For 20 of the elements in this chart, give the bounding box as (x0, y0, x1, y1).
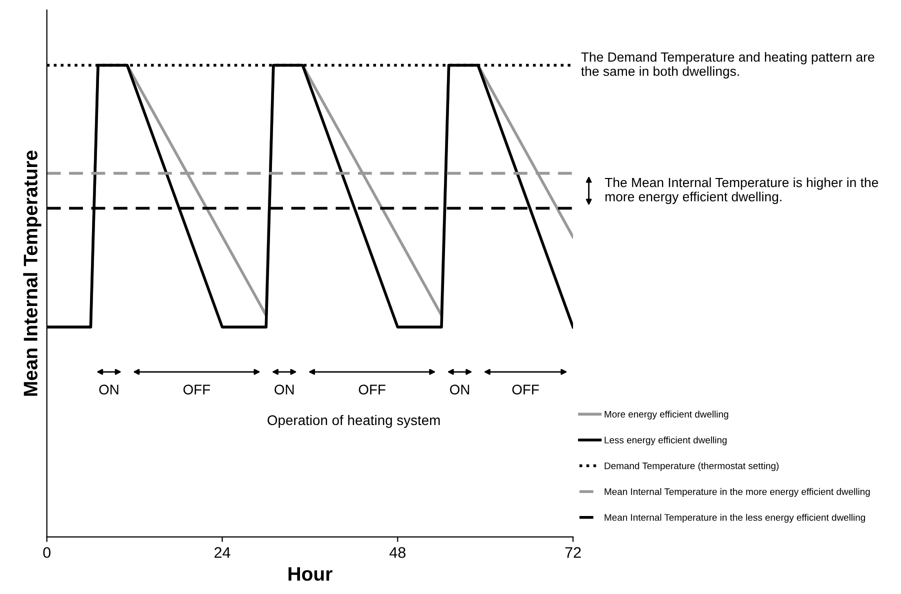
annotation: ON (274, 384, 294, 394)
legend-label: Less energy efficient dwelling (604, 436, 727, 446)
legend-label: Demand Temperature (thermostat setting) (604, 462, 779, 472)
x-tick-label: 24 (214, 547, 230, 558)
annotation: OFF (512, 384, 539, 394)
y-axis-title: Mean Internal Temperature (23, 150, 42, 396)
annotation: ON (99, 384, 118, 394)
legend-label: Mean Internal Temperature in the less energy efficient dwelling (604, 514, 866, 523)
text: The Mean Internal Temperature is higher in the more energy efficient dwelling. (604, 178, 878, 204)
legend-label: Mean Internal Temperature in the more energy efficient dwelling (604, 488, 870, 497)
annotation: Operation of heating system (268, 414, 440, 428)
legend-label: More energy efficient dwelling (604, 410, 728, 420)
text: The Demand Temperature and heating pattern are the same in both dwellings. (581, 52, 874, 79)
annotation: OFF (358, 384, 386, 394)
annotation: ON (450, 384, 470, 394)
x-tick-label: 72 (565, 547, 581, 558)
x-tick-label: 0 (43, 547, 51, 558)
annotation: OFF (183, 384, 210, 394)
x-tick-label: 48 (389, 547, 406, 558)
x-axis-title: Hour (288, 567, 332, 581)
